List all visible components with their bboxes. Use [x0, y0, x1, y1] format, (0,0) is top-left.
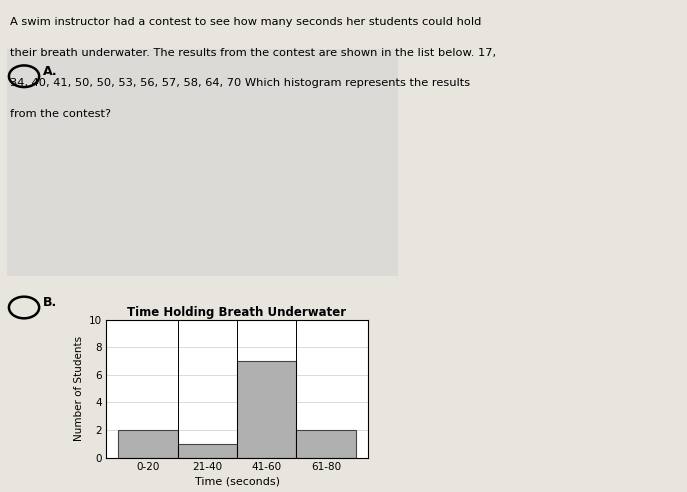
Bar	[296, 213, 356, 246]
Text: A swim instructor had a contest to see how many seconds her students could hold: A swim instructor had a contest to see h…	[10, 17, 482, 27]
Bar	[118, 229, 178, 246]
Bar	[237, 146, 296, 246]
Text: their breath underwater. The results from the contest are shown in the list belo: their breath underwater. The results fro…	[10, 48, 497, 58]
Text: A.: A.	[43, 65, 57, 78]
X-axis label: Time (seconds): Time (seconds)	[194, 477, 280, 487]
Bar	[296, 430, 356, 458]
Text: 34, 40, 41, 50, 50, 53, 56, 57, 58, 64, 70 Which histogram represents the result: 34, 40, 41, 50, 50, 53, 56, 57, 58, 64, …	[10, 78, 471, 88]
Bar	[118, 430, 178, 458]
Bar	[237, 361, 296, 458]
Title: Time Holding Breath Underwater: Time Holding Breath Underwater	[128, 64, 346, 78]
Bar	[178, 196, 237, 246]
Text: from the contest?: from the contest?	[10, 109, 111, 119]
Y-axis label: Number of Students: Number of Students	[74, 110, 85, 215]
Bar	[178, 444, 237, 458]
Title: Time Holding Breath Underwater: Time Holding Breath Underwater	[128, 306, 346, 319]
X-axis label: Time (seconds): Time (seconds)	[194, 265, 280, 275]
Y-axis label: Number of Students: Number of Students	[74, 336, 85, 441]
Text: B.: B.	[43, 296, 57, 309]
